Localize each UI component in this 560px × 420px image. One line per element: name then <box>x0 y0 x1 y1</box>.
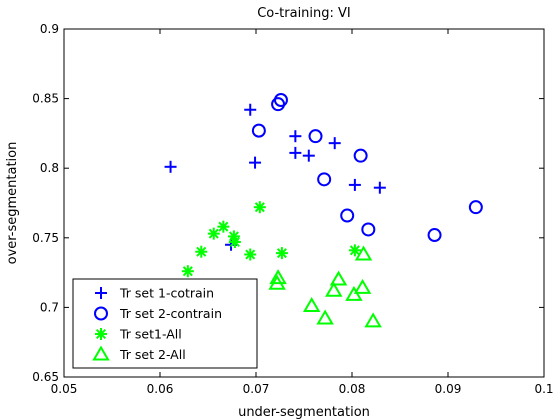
data-point <box>329 270 348 286</box>
data-point <box>275 247 288 260</box>
data-point <box>249 156 262 169</box>
series-1 <box>164 103 386 251</box>
y-tick-label: 0.8 <box>40 161 59 175</box>
x-tick-label: 0.06 <box>147 382 174 396</box>
x-tick-label: 0.08 <box>339 382 366 396</box>
data-point <box>348 244 361 257</box>
data-point <box>271 97 286 112</box>
data-point <box>244 103 257 116</box>
data-point <box>427 228 442 243</box>
data-point <box>195 245 208 258</box>
data-point <box>244 248 257 261</box>
data-point <box>217 220 230 233</box>
y-axis-title: over-segmentation <box>5 142 20 265</box>
data-point <box>353 278 372 294</box>
data-point <box>468 200 483 215</box>
data-point <box>317 172 332 187</box>
legend-label: Tr set1-All <box>119 327 182 342</box>
legend-label: Tr set 1-cotrain <box>119 286 214 301</box>
series-3 <box>181 201 361 278</box>
data-point <box>364 312 382 328</box>
y-tick-label: 0.85 <box>32 92 59 106</box>
data-point <box>228 235 241 248</box>
data-point <box>289 130 302 143</box>
legend-item: Tr set 2-contrain <box>94 306 222 321</box>
data-point <box>354 245 373 261</box>
data-point <box>353 148 368 163</box>
data-point <box>308 129 323 144</box>
chart-title: Co-training: VI <box>257 6 351 21</box>
data-point <box>251 123 266 138</box>
data-point <box>268 274 286 290</box>
x-tick-label: 0.09 <box>435 382 462 396</box>
data-point <box>302 297 321 313</box>
data-point <box>325 281 343 297</box>
legend-marker <box>92 345 110 361</box>
x-tick-label: 0.07 <box>243 382 270 396</box>
y-tick-label: 0.65 <box>32 370 59 384</box>
x-tick-label: 0.1 <box>534 382 553 396</box>
y-tick-label: 0.75 <box>32 231 59 245</box>
data-point <box>253 201 266 214</box>
data-point <box>164 160 177 173</box>
legend-item: Tr set 1-cotrain <box>95 286 214 301</box>
legend: Tr set 1-cotrain Tr set 2-contrain Tr set1… <box>72 278 258 369</box>
data-point <box>181 265 194 278</box>
data-point <box>207 227 220 240</box>
legend-marker <box>95 328 107 340</box>
data-point <box>316 309 334 325</box>
legend-label: Tr set 2-All <box>119 347 186 362</box>
legend-marker <box>95 287 107 299</box>
data-point <box>269 269 287 285</box>
data-points <box>164 92 483 328</box>
legend-label: Tr set 2-contrain <box>119 306 222 321</box>
legend-item: Tr set1-All <box>95 327 182 342</box>
legend-item: Tr set 2-All <box>92 345 186 362</box>
legend-marker <box>94 306 108 321</box>
y-tick-label: 0.9 <box>40 22 59 36</box>
data-point <box>348 178 361 191</box>
data-point <box>302 149 315 162</box>
data-point <box>373 181 386 194</box>
data-point <box>340 208 355 223</box>
x-axis-title: under-segmentation <box>238 405 370 420</box>
y-tick-label: 0.7 <box>40 300 59 314</box>
x-tick-label: 0.05 <box>51 382 78 396</box>
data-point <box>328 137 341 150</box>
data-point <box>289 146 302 159</box>
series-2 <box>251 92 483 243</box>
data-point <box>361 222 376 237</box>
series-4 <box>268 245 382 328</box>
